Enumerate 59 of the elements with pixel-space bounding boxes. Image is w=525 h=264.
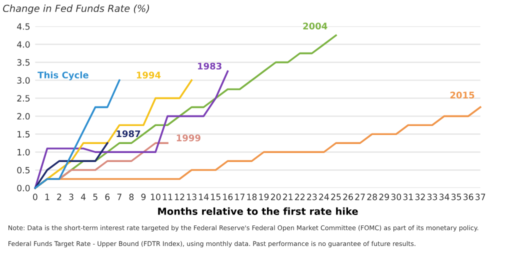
y-tick-label: 0.5 — [17, 166, 30, 174]
x-tick-label: 19 — [259, 194, 269, 200]
x-tick-label: 7 — [117, 194, 122, 200]
x-tick-label: 23 — [307, 194, 317, 200]
x-tick-label: 18 — [247, 194, 257, 200]
x-tick-label: 22 — [295, 194, 305, 200]
x-tick-label: 36 — [464, 194, 474, 200]
series-label: 1983 — [198, 62, 222, 70]
x-tick-label: 34 — [439, 194, 450, 200]
line-series — [34, 142, 108, 189]
x-tick-label: 15 — [211, 194, 220, 200]
x-tick-label: 24 — [319, 194, 329, 200]
x-tick-label: 5 — [93, 194, 98, 200]
y-tick-label: 1.5 — [18, 131, 30, 138]
series-label: 2015 — [450, 92, 474, 98]
series-label: 2004 — [303, 22, 328, 30]
x-tick-label: 27 — [355, 194, 365, 200]
x-tick-label: 4 — [80, 194, 86, 200]
x-tick-label: 31 — [403, 194, 413, 200]
x-tick-label: 20 — [270, 194, 281, 200]
y-tick-label: 3.5 — [17, 59, 30, 66]
x-tick-label: 12 — [175, 194, 184, 200]
x-tick-label: 29 — [379, 194, 389, 200]
x-tick-label: 26 — [343, 194, 353, 200]
x-tick-label: 30 — [391, 194, 402, 200]
chart-title: Change in Fed Funds Rate (%) — [3, 4, 150, 14]
x-tick-label: 9 — [141, 194, 146, 200]
y-tick-label: 1.0 — [18, 148, 30, 156]
x-tick-label: 0 — [33, 194, 38, 200]
x-tick-label: 16 — [223, 194, 233, 200]
y-tick-label: 4.0 — [17, 41, 30, 48]
y-tick-label: 4.5 — [17, 23, 30, 30]
line-series — [34, 70, 229, 189]
series-label: 1987 — [116, 130, 140, 138]
x-tick-label: 11 — [163, 194, 172, 200]
x-tick-label: 35 — [451, 194, 462, 200]
x-tick-label: 2 — [57, 194, 62, 200]
x-tick-label: 3 — [69, 194, 74, 200]
x-tick-label: 21 — [283, 194, 293, 200]
text: 1994 — [136, 72, 161, 79]
x-tick-label: 37 — [476, 194, 486, 200]
x-tick-label: 33 — [427, 194, 438, 200]
x-tick-label: 13 — [187, 194, 196, 200]
text: This Cycle — [38, 71, 88, 80]
x-tick-label: 17 — [235, 194, 244, 200]
x-tick-label: 28 — [367, 194, 377, 200]
y-tick-label: 2.0 — [17, 113, 30, 120]
x-tick-label: 32 — [415, 194, 425, 200]
x-tick-label: 1 — [45, 194, 50, 200]
x-tick-label: 25 — [331, 194, 341, 200]
series-label: 1999 — [176, 134, 200, 142]
y-tick-label: 0.0 — [17, 184, 30, 192]
x-tick-label: 6 — [105, 194, 110, 200]
y-tick-label: 3.0 — [17, 77, 30, 84]
x-axis-title: Months relative to the first rate hike — [158, 207, 358, 215]
x-tick-label: 14 — [199, 194, 209, 200]
x-tick-label: 8 — [129, 194, 134, 200]
x-tick-label: 10 — [150, 194, 160, 200]
y-tick-label: 2.5 — [17, 95, 30, 102]
